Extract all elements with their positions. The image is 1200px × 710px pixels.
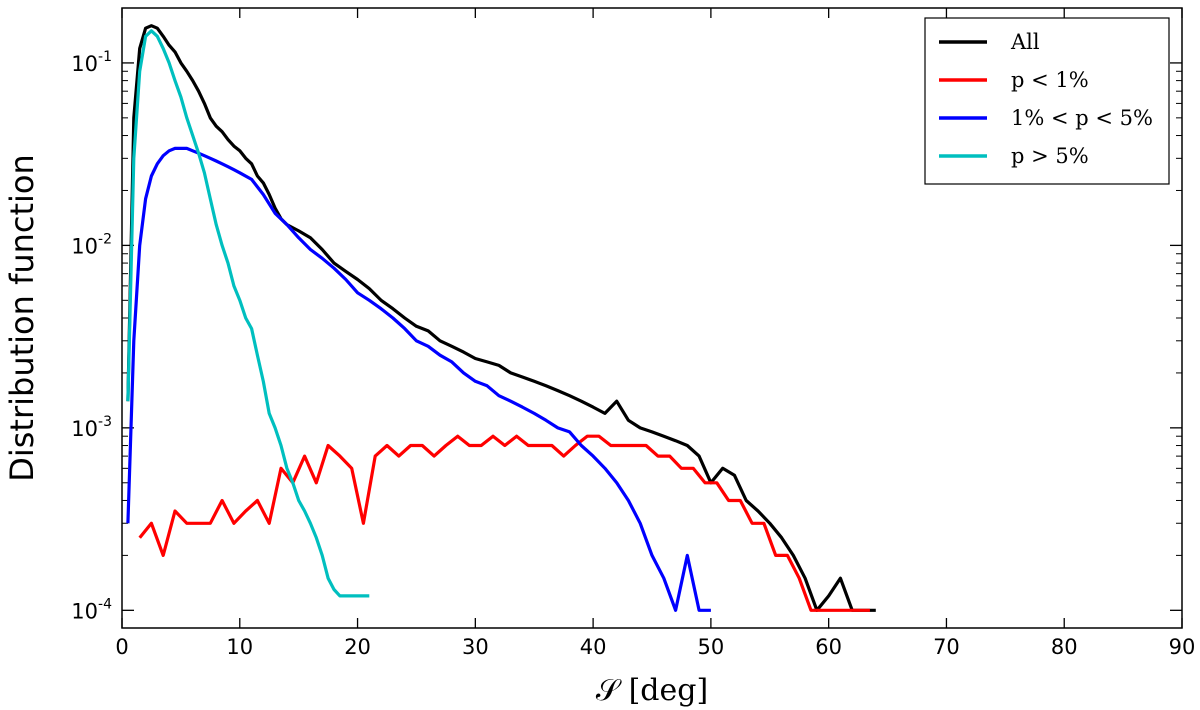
- x-tick-label: 40: [580, 635, 607, 659]
- legend-label: p < 1%: [1011, 68, 1089, 92]
- x-axis-label: 𝒮 [deg]: [596, 673, 708, 708]
- x-tick-label: 80: [1051, 635, 1078, 659]
- x-tick-label: 0: [115, 635, 128, 659]
- series-line-1: [138, 434, 870, 612]
- x-tick-label: 60: [815, 635, 842, 659]
- y-tick-label: 10-1: [71, 49, 112, 76]
- y-axis-label: Distribution function: [3, 154, 41, 482]
- legend-label: 1% < p < 5%: [1011, 106, 1153, 130]
- y-tick-label: 10-4: [71, 596, 112, 623]
- legend-label: p > 5%: [1011, 144, 1089, 168]
- series-line-3: [126, 29, 370, 598]
- axis-ticks: 0 10 20 30 40 50 60 70 80 90 10-4 10-3 10-2 10-1: [71, 8, 1195, 659]
- series-line-0: [126, 24, 876, 612]
- y-tick-label: 10-2: [71, 231, 112, 258]
- x-tick-label: 70: [933, 635, 960, 659]
- series-line-2: [126, 146, 711, 612]
- x-tick-label: 10: [226, 635, 253, 659]
- x-tick-label: 90: [1169, 635, 1196, 659]
- x-tick-label: 50: [698, 635, 725, 659]
- series-layer: [126, 24, 876, 612]
- legend: All p < 1% 1% < p < 5% p > 5%: [924, 17, 1170, 185]
- legend-label: All: [1010, 30, 1040, 54]
- x-tick-label: 30: [462, 635, 489, 659]
- x-tick-label: 20: [344, 635, 371, 659]
- y-tick-label: 10-3: [71, 414, 112, 441]
